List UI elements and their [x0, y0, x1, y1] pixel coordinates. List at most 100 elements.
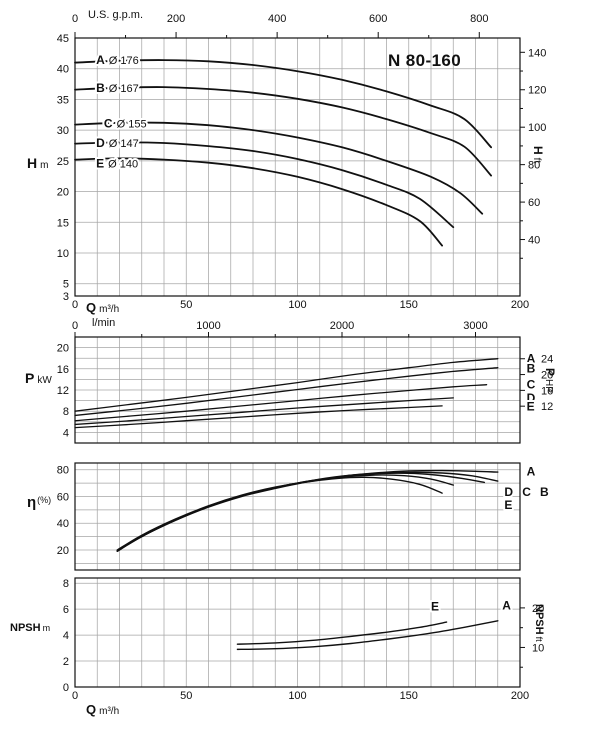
head-symbol: H: [27, 155, 38, 171]
svg-text:45: 45: [57, 33, 69, 45]
svg-text:50: 50: [180, 690, 192, 702]
svg-text:1000: 1000: [196, 320, 220, 332]
svg-text:60: 60: [528, 197, 540, 209]
svg-text:0: 0: [72, 13, 78, 25]
svg-text:0: 0: [72, 690, 78, 702]
svg-text:A: A: [502, 598, 511, 612]
npsh-symbol: NPSH: [10, 622, 41, 634]
svg-text:40: 40: [57, 64, 69, 76]
svg-text:150: 150: [400, 690, 418, 702]
eta-unit: (%): [37, 495, 52, 505]
svg-text:A: A: [527, 465, 536, 479]
svg-text:16: 16: [57, 364, 69, 376]
svg-text:200: 200: [511, 299, 529, 311]
svg-text:12: 12: [541, 401, 553, 413]
svg-text:50: 50: [180, 299, 192, 311]
svg-text:20: 20: [57, 187, 69, 199]
svg-text:E: E: [431, 600, 439, 614]
svg-text:40: 40: [57, 518, 69, 530]
npsh-ft-unit: ft: [534, 636, 544, 642]
svg-text:16: 16: [541, 385, 553, 397]
q-symbol-lower: Q: [86, 702, 97, 717]
head-ft-unit: ft: [531, 157, 542, 164]
chart-title: N 80-160: [388, 51, 462, 70]
svg-text:150: 150: [400, 299, 418, 311]
svg-text:20: 20: [532, 603, 544, 615]
svg-text:B: B: [540, 485, 549, 499]
q-symbol: Q: [86, 300, 97, 315]
svg-text:EØ 140: EØ 140: [96, 156, 138, 170]
svg-text:0: 0: [63, 682, 69, 694]
axis-label-us-gpm: U.S. g.p.m.: [88, 9, 144, 21]
svg-text:AØ 176: AØ 176: [96, 53, 139, 67]
axis-label-efficiency: η(%): [27, 495, 51, 511]
svg-text:B: B: [527, 361, 536, 375]
svg-text:400: 400: [268, 13, 286, 25]
svg-text:C: C: [527, 378, 536, 392]
svg-text:100: 100: [288, 690, 306, 702]
svg-text:10: 10: [57, 248, 69, 260]
svg-text:2: 2: [63, 656, 69, 668]
svg-text:10: 10: [532, 642, 544, 654]
svg-text:4: 4: [63, 427, 69, 439]
npsh-unit: m: [42, 623, 51, 633]
svg-text:0: 0: [72, 320, 78, 332]
svg-text:100: 100: [528, 122, 546, 134]
svg-text:100: 100: [288, 299, 306, 311]
svg-text:E: E: [527, 399, 535, 413]
svg-text:8: 8: [63, 406, 69, 418]
svg-text:CØ 155: CØ 155: [104, 116, 147, 130]
svg-text:40: 40: [528, 235, 540, 247]
svg-text:800: 800: [470, 13, 488, 25]
head-unit: m: [40, 160, 49, 171]
svg-text:35: 35: [57, 94, 69, 106]
svg-text:5: 5: [63, 279, 69, 291]
svg-text:30: 30: [57, 125, 69, 137]
axis-label-lmin: l/min: [92, 317, 116, 329]
q-unit-lower: m³/h: [99, 706, 120, 717]
svg-text:3: 3: [63, 291, 69, 303]
svg-text:D: D: [504, 485, 513, 499]
axis-label-npsh-right: NPSHft: [532, 604, 548, 642]
svg-text:2000: 2000: [330, 320, 354, 332]
power-symbol: P: [25, 370, 35, 386]
axis-label-npsh-left: NPSH m: [10, 619, 50, 635]
svg-text:A: A: [527, 352, 536, 366]
svg-text:0: 0: [72, 299, 78, 311]
svg-text:BØ 167: BØ 167: [96, 81, 139, 95]
svg-text:120: 120: [528, 85, 546, 97]
svg-text:200: 200: [511, 690, 529, 702]
svg-text:20: 20: [541, 370, 553, 382]
svg-text:D: D: [527, 391, 536, 405]
svg-text:140: 140: [528, 47, 546, 59]
axis-label-power-right: P HP: [542, 368, 558, 393]
svg-text:E: E: [504, 498, 512, 512]
svg-text:20: 20: [57, 545, 69, 557]
svg-text:4: 4: [63, 630, 69, 642]
q-unit: m³/h: [99, 304, 120, 315]
power-hp-symbol: P: [543, 368, 557, 377]
svg-text:DØ 147: DØ 147: [96, 136, 139, 150]
svg-text:15: 15: [57, 217, 69, 229]
svg-text:6: 6: [63, 604, 69, 616]
power-unit: kW: [37, 375, 52, 386]
head-ft-symbol: H: [531, 146, 545, 155]
svg-text:24: 24: [541, 354, 553, 366]
svg-text:80: 80: [528, 160, 540, 172]
eta-symbol: η: [27, 494, 37, 511]
svg-text:200: 200: [167, 13, 185, 25]
svg-text:80: 80: [57, 465, 69, 477]
svg-text:C: C: [522, 485, 531, 499]
svg-text:600: 600: [369, 13, 387, 25]
svg-text:60: 60: [57, 491, 69, 503]
svg-text:8: 8: [63, 578, 69, 590]
power-hp-unit: HP: [543, 379, 554, 393]
svg-text:3000: 3000: [463, 320, 487, 332]
npsh-ft-symbol: NPSH: [533, 604, 545, 635]
